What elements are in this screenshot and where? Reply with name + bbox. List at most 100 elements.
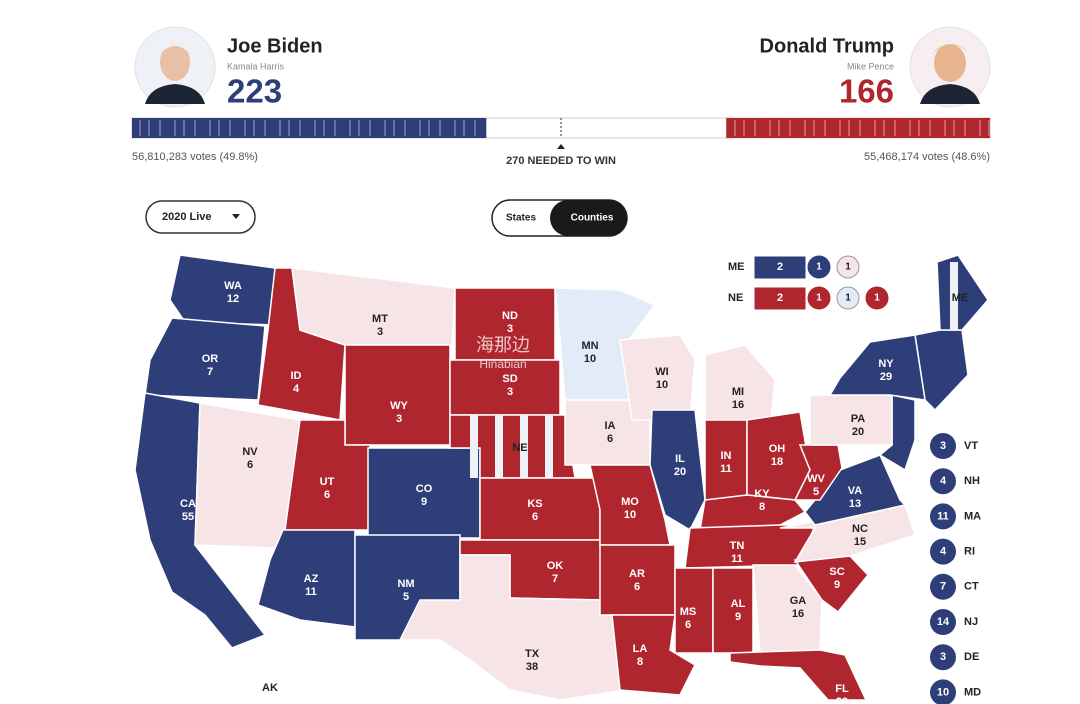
state-label: WI bbox=[655, 366, 668, 378]
state-ev: 20 bbox=[852, 426, 864, 438]
state-label: AR bbox=[629, 568, 645, 580]
state[interactable] bbox=[729, 649, 868, 701]
small-state-abbr: RI bbox=[964, 546, 975, 558]
state-ev: 15 bbox=[854, 536, 866, 548]
state[interactable] bbox=[204, 649, 322, 701]
district-stripe bbox=[495, 415, 503, 478]
biden-bar bbox=[132, 118, 487, 138]
state[interactable] bbox=[194, 402, 301, 549]
small-state-dot[interactable] bbox=[930, 609, 956, 635]
state-label: KS bbox=[527, 498, 542, 510]
state-label: MO bbox=[621, 496, 639, 508]
state-label: IL bbox=[675, 453, 685, 465]
small-state-ev: 10 bbox=[937, 686, 949, 698]
electoral-votes: 223 bbox=[227, 73, 282, 110]
state-label: CA bbox=[180, 498, 196, 510]
small-state-dot[interactable] bbox=[930, 468, 956, 495]
state-label: OK bbox=[547, 560, 564, 572]
state-ev: 8 bbox=[759, 501, 765, 513]
state-ev: 7 bbox=[552, 573, 558, 585]
state-ev: 20 bbox=[674, 466, 686, 478]
state-label: MN bbox=[581, 340, 598, 352]
small-state-abbr: MA bbox=[964, 510, 981, 522]
state-label: AZ bbox=[304, 573, 319, 585]
state[interactable] bbox=[344, 344, 451, 446]
small-state-ev: 4 bbox=[940, 475, 947, 487]
district-stripe bbox=[520, 415, 528, 478]
state[interactable] bbox=[144, 317, 266, 401]
state[interactable] bbox=[257, 529, 356, 628]
state[interactable] bbox=[619, 334, 696, 421]
small-state-abbr: VT bbox=[964, 440, 978, 452]
trump-bar bbox=[726, 118, 990, 138]
state[interactable] bbox=[712, 567, 754, 654]
small-state-dot[interactable] bbox=[930, 538, 956, 565]
state-label: ND bbox=[502, 310, 518, 322]
split-state: NE bbox=[728, 292, 743, 304]
state-ev: 3 bbox=[396, 413, 402, 425]
toggle-option[interactable]: Counties bbox=[571, 213, 614, 224]
state-label: IA bbox=[605, 420, 616, 432]
toggle-option[interactable]: States bbox=[506, 213, 536, 224]
state[interactable] bbox=[398, 554, 626, 701]
state-label: NE bbox=[512, 442, 527, 454]
small-state-dot[interactable] bbox=[930, 503, 956, 530]
state-label: WA bbox=[224, 280, 242, 292]
small-state-abbr: MD bbox=[964, 686, 981, 698]
state-ev: 10 bbox=[656, 379, 668, 391]
split-votes: 1 bbox=[845, 293, 851, 304]
state-label: VA bbox=[848, 485, 863, 497]
state-label: SD bbox=[502, 373, 517, 385]
state-ev: 12 bbox=[227, 293, 239, 305]
split-dot bbox=[836, 286, 860, 310]
state-label: ID bbox=[291, 370, 302, 382]
state-ev: 10 bbox=[624, 509, 636, 521]
threshold-marker bbox=[557, 144, 565, 149]
small-state-abbr: DE bbox=[964, 651, 979, 663]
split-dot bbox=[836, 255, 860, 279]
state-label: AK bbox=[262, 682, 278, 694]
state[interactable] bbox=[828, 334, 926, 401]
state-label: TX bbox=[525, 648, 540, 660]
state-ev: 9 bbox=[421, 496, 427, 508]
electoral-votes: 166 bbox=[839, 73, 894, 110]
small-state-dot[interactable] bbox=[930, 433, 956, 459]
state-ev: 4 bbox=[293, 383, 300, 395]
state-ev: 18 bbox=[771, 456, 783, 468]
state-label: WV bbox=[807, 473, 825, 485]
trump-photo bbox=[909, 26, 991, 108]
state-label: MT bbox=[372, 313, 388, 325]
small-state-dot[interactable] bbox=[930, 679, 956, 704]
state-ev: 16 bbox=[732, 399, 744, 411]
state-label: NC bbox=[852, 523, 868, 535]
candidate-name: Donald Trump bbox=[760, 35, 894, 57]
state-label: GA bbox=[790, 595, 807, 607]
state-ev: 10 bbox=[584, 353, 596, 365]
view-toggle bbox=[491, 199, 628, 237]
state-ev: 5 bbox=[403, 591, 409, 603]
state[interactable] bbox=[752, 564, 823, 653]
state-label: UT bbox=[320, 476, 335, 488]
small-state-dot[interactable] bbox=[930, 573, 956, 600]
state-label: NM bbox=[397, 578, 414, 590]
state-ev: 7 bbox=[207, 366, 213, 378]
state-ev: 11 bbox=[720, 463, 732, 475]
state-ev: 9 bbox=[735, 611, 741, 623]
small-state-abbr: NJ bbox=[964, 616, 978, 628]
state[interactable] bbox=[291, 267, 456, 346]
state-ev: 16 bbox=[792, 608, 804, 620]
state-ev: 11 bbox=[305, 586, 317, 598]
state[interactable] bbox=[169, 254, 276, 326]
small-state-ev: 7 bbox=[940, 581, 946, 593]
small-state-dot[interactable] bbox=[930, 644, 956, 671]
year-dropdown[interactable]: 2020 Live bbox=[145, 200, 256, 234]
small-state-ev: 3 bbox=[940, 651, 946, 663]
small-state-abbr: CT bbox=[964, 581, 979, 593]
state-label: KY bbox=[754, 488, 770, 500]
state[interactable] bbox=[936, 254, 989, 331]
state[interactable] bbox=[704, 344, 776, 431]
biden-photo bbox=[134, 26, 216, 108]
state-label: AL bbox=[731, 598, 746, 610]
split-dot bbox=[807, 255, 831, 279]
